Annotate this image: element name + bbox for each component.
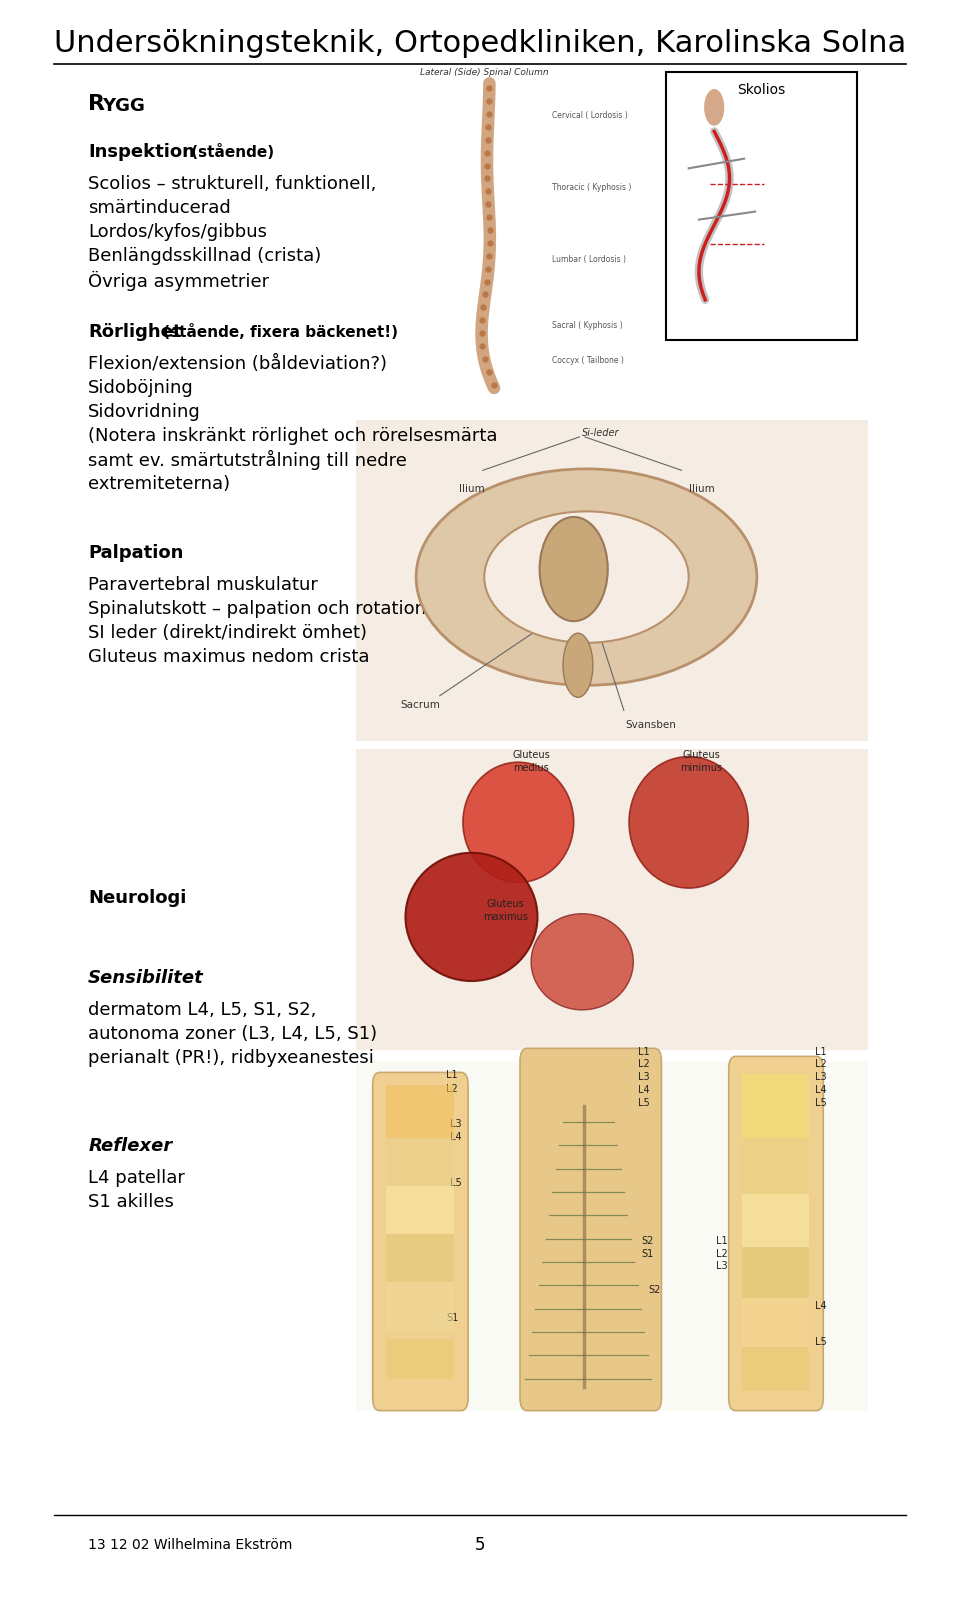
- FancyBboxPatch shape: [386, 1282, 454, 1330]
- Text: extremiteterna): extremiteterna): [88, 474, 230, 494]
- Text: Neurologi: Neurologi: [88, 888, 186, 907]
- Text: Svansben: Svansben: [625, 720, 676, 729]
- Text: Gluteus
maximus: Gluteus maximus: [483, 899, 528, 922]
- Text: autonoma zoner (L3, L4, L5, S1): autonoma zoner (L3, L4, L5, S1): [88, 1024, 377, 1044]
- Ellipse shape: [463, 763, 574, 883]
- Text: Coccyx ( Tailbone ): Coccyx ( Tailbone ): [552, 356, 624, 365]
- Text: L5: L5: [815, 1337, 827, 1347]
- FancyBboxPatch shape: [386, 1138, 454, 1186]
- Text: (Notera inskränkt rörlighet och rörelsesmärta: (Notera inskränkt rörlighet och rörelses…: [88, 426, 497, 446]
- Text: Lateral (Side) Spinal Column: Lateral (Side) Spinal Column: [420, 67, 548, 77]
- FancyBboxPatch shape: [520, 1048, 661, 1411]
- Text: Sidoböjning: Sidoböjning: [88, 378, 194, 398]
- Text: S2
S1: S2 S1: [642, 1236, 654, 1258]
- Text: L5: L5: [450, 1178, 462, 1188]
- FancyBboxPatch shape: [742, 1247, 808, 1298]
- Ellipse shape: [405, 853, 538, 981]
- Ellipse shape: [564, 633, 593, 697]
- Ellipse shape: [416, 468, 756, 686]
- Text: YGG: YGG: [102, 96, 145, 115]
- Text: Spinalutskott – palpation och rotation: Spinalutskott – palpation och rotation: [88, 600, 426, 619]
- FancyBboxPatch shape: [386, 1234, 454, 1282]
- Text: Ilium: Ilium: [459, 484, 485, 494]
- Text: (stående): (stående): [186, 144, 275, 160]
- Text: Palpation: Palpation: [88, 543, 183, 563]
- Text: Lumbar ( Lordosis ): Lumbar ( Lordosis ): [552, 255, 626, 264]
- FancyBboxPatch shape: [356, 420, 868, 741]
- Text: Si-leder: Si-leder: [582, 428, 620, 438]
- Text: SI leder (direkt/indirekt ömhet): SI leder (direkt/indirekt ömhet): [88, 624, 367, 643]
- Text: Gluteus
medius: Gluteus medius: [513, 750, 550, 773]
- Text: Sensibilitet: Sensibilitet: [88, 968, 204, 987]
- FancyBboxPatch shape: [742, 1074, 808, 1138]
- Text: S2: S2: [649, 1286, 661, 1295]
- Text: 13 12 02 Wilhelmina Ekström: 13 12 02 Wilhelmina Ekström: [88, 1539, 293, 1552]
- Text: Gluteus
minimus: Gluteus minimus: [681, 750, 723, 773]
- FancyBboxPatch shape: [729, 1056, 824, 1411]
- Text: Benlängdsskillnad (crista): Benlängdsskillnad (crista): [88, 247, 322, 266]
- Text: Flexion/extension (båldeviation?): Flexion/extension (båldeviation?): [88, 354, 387, 373]
- FancyBboxPatch shape: [386, 1186, 454, 1234]
- FancyBboxPatch shape: [386, 1339, 454, 1379]
- Text: (stående, fixera bäckenet!): (stående, fixera bäckenet!): [158, 324, 398, 340]
- Text: Övriga asymmetrier: Övriga asymmetrier: [88, 271, 270, 290]
- Text: L1
L2
L3
L4
L5: L1 L2 L3 L4 L5: [815, 1047, 827, 1108]
- Text: 5: 5: [475, 1536, 485, 1555]
- FancyBboxPatch shape: [386, 1085, 454, 1138]
- Text: perianalt (PR!), ridbyxeanestesi: perianalt (PR!), ridbyxeanestesi: [88, 1048, 374, 1068]
- Text: Cervical ( Lordosis ): Cervical ( Lordosis ): [552, 111, 628, 120]
- Text: L1
L2
L3: L1 L2 L3: [716, 1236, 728, 1271]
- Text: Lordos/kyfos/gibbus: Lordos/kyfos/gibbus: [88, 223, 267, 242]
- Text: L4 patellar: L4 patellar: [88, 1169, 185, 1188]
- Text: Skolios: Skolios: [737, 83, 785, 98]
- Text: S1 akilles: S1 akilles: [88, 1193, 174, 1212]
- FancyBboxPatch shape: [356, 1061, 868, 1411]
- Text: Sacral ( Kyphosis ): Sacral ( Kyphosis ): [552, 321, 623, 330]
- Text: L3
L4: L3 L4: [450, 1119, 462, 1141]
- Text: Sacrum: Sacrum: [400, 701, 441, 710]
- Ellipse shape: [629, 757, 748, 888]
- FancyBboxPatch shape: [742, 1194, 808, 1247]
- Text: dermatom L4, L5, S1, S2,: dermatom L4, L5, S1, S2,: [88, 1000, 317, 1020]
- Text: L1
L2
L3
L4
L5: L1 L2 L3 L4 L5: [637, 1047, 649, 1108]
- Text: Undersökningsteknik, Ortopedkliniken, Karolinska Solna: Undersökningsteknik, Ortopedkliniken, Ka…: [54, 29, 906, 58]
- FancyBboxPatch shape: [372, 1072, 468, 1411]
- Text: Gluteus maximus nedom crista: Gluteus maximus nedom crista: [88, 648, 370, 667]
- Text: smärtinducerad: smärtinducerad: [88, 199, 231, 218]
- Text: Scolios – strukturell, funktionell,: Scolios – strukturell, funktionell,: [88, 175, 376, 194]
- Text: L1
L2: L1 L2: [446, 1071, 458, 1093]
- FancyBboxPatch shape: [665, 72, 857, 340]
- Ellipse shape: [540, 516, 608, 622]
- FancyBboxPatch shape: [742, 1298, 808, 1347]
- Text: S1: S1: [446, 1313, 458, 1322]
- Text: Ilium: Ilium: [688, 484, 714, 494]
- Text: R: R: [88, 95, 106, 114]
- Text: Thoracic ( Kyphosis ): Thoracic ( Kyphosis ): [552, 183, 632, 192]
- Text: Sidovridning: Sidovridning: [88, 402, 201, 422]
- Text: Inspektion: Inspektion: [88, 143, 195, 162]
- Text: samt ev. smärtutstrålning till nedre: samt ev. smärtutstrålning till nedre: [88, 450, 407, 470]
- FancyBboxPatch shape: [742, 1138, 808, 1194]
- Circle shape: [705, 90, 724, 125]
- Text: Reflexer: Reflexer: [88, 1137, 173, 1156]
- FancyBboxPatch shape: [742, 1347, 808, 1391]
- Text: Rörlighet: Rörlighet: [88, 322, 181, 341]
- Text: L4: L4: [815, 1302, 827, 1311]
- Ellipse shape: [484, 511, 688, 643]
- Ellipse shape: [531, 914, 634, 1010]
- Text: Paravertebral muskulatur: Paravertebral muskulatur: [88, 575, 318, 595]
- FancyBboxPatch shape: [356, 749, 868, 1050]
